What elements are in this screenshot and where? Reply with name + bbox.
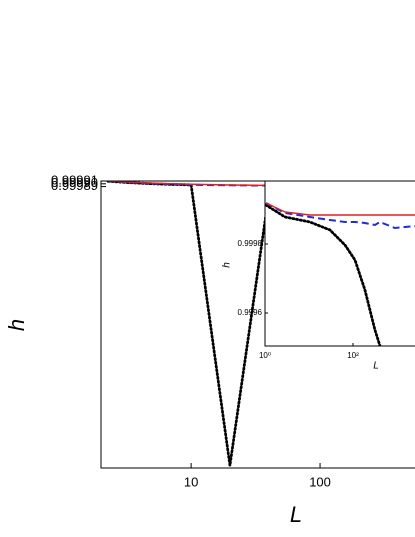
y-axis-label: h	[4, 319, 29, 331]
x-tick-label: 100	[309, 474, 331, 489]
x-tick-label: 10	[184, 474, 198, 489]
y-tick-label: 0.99989	[51, 178, 98, 193]
series-line	[265, 202, 415, 216]
x-axis-label: L	[290, 502, 302, 527]
inset-background	[265, 181, 415, 346]
x-tick-label: 10⁰	[259, 351, 271, 360]
series-line	[265, 202, 415, 230]
plot-area	[265, 202, 415, 346]
x-tick-label: 10²	[347, 351, 359, 360]
y-tick-label: 0.99990	[51, 175, 98, 190]
y-tick-label: 0.9998	[238, 239, 263, 248]
axis-frame	[264, 180, 415, 347]
y-tick-label: 0.9996	[238, 308, 263, 317]
y-axis-label: h	[222, 262, 233, 268]
series-line	[265, 203, 382, 346]
x-axis-label: L	[373, 361, 379, 372]
axis-frame	[100, 180, 415, 469]
y-tick-label: 0.99991	[51, 172, 98, 187]
